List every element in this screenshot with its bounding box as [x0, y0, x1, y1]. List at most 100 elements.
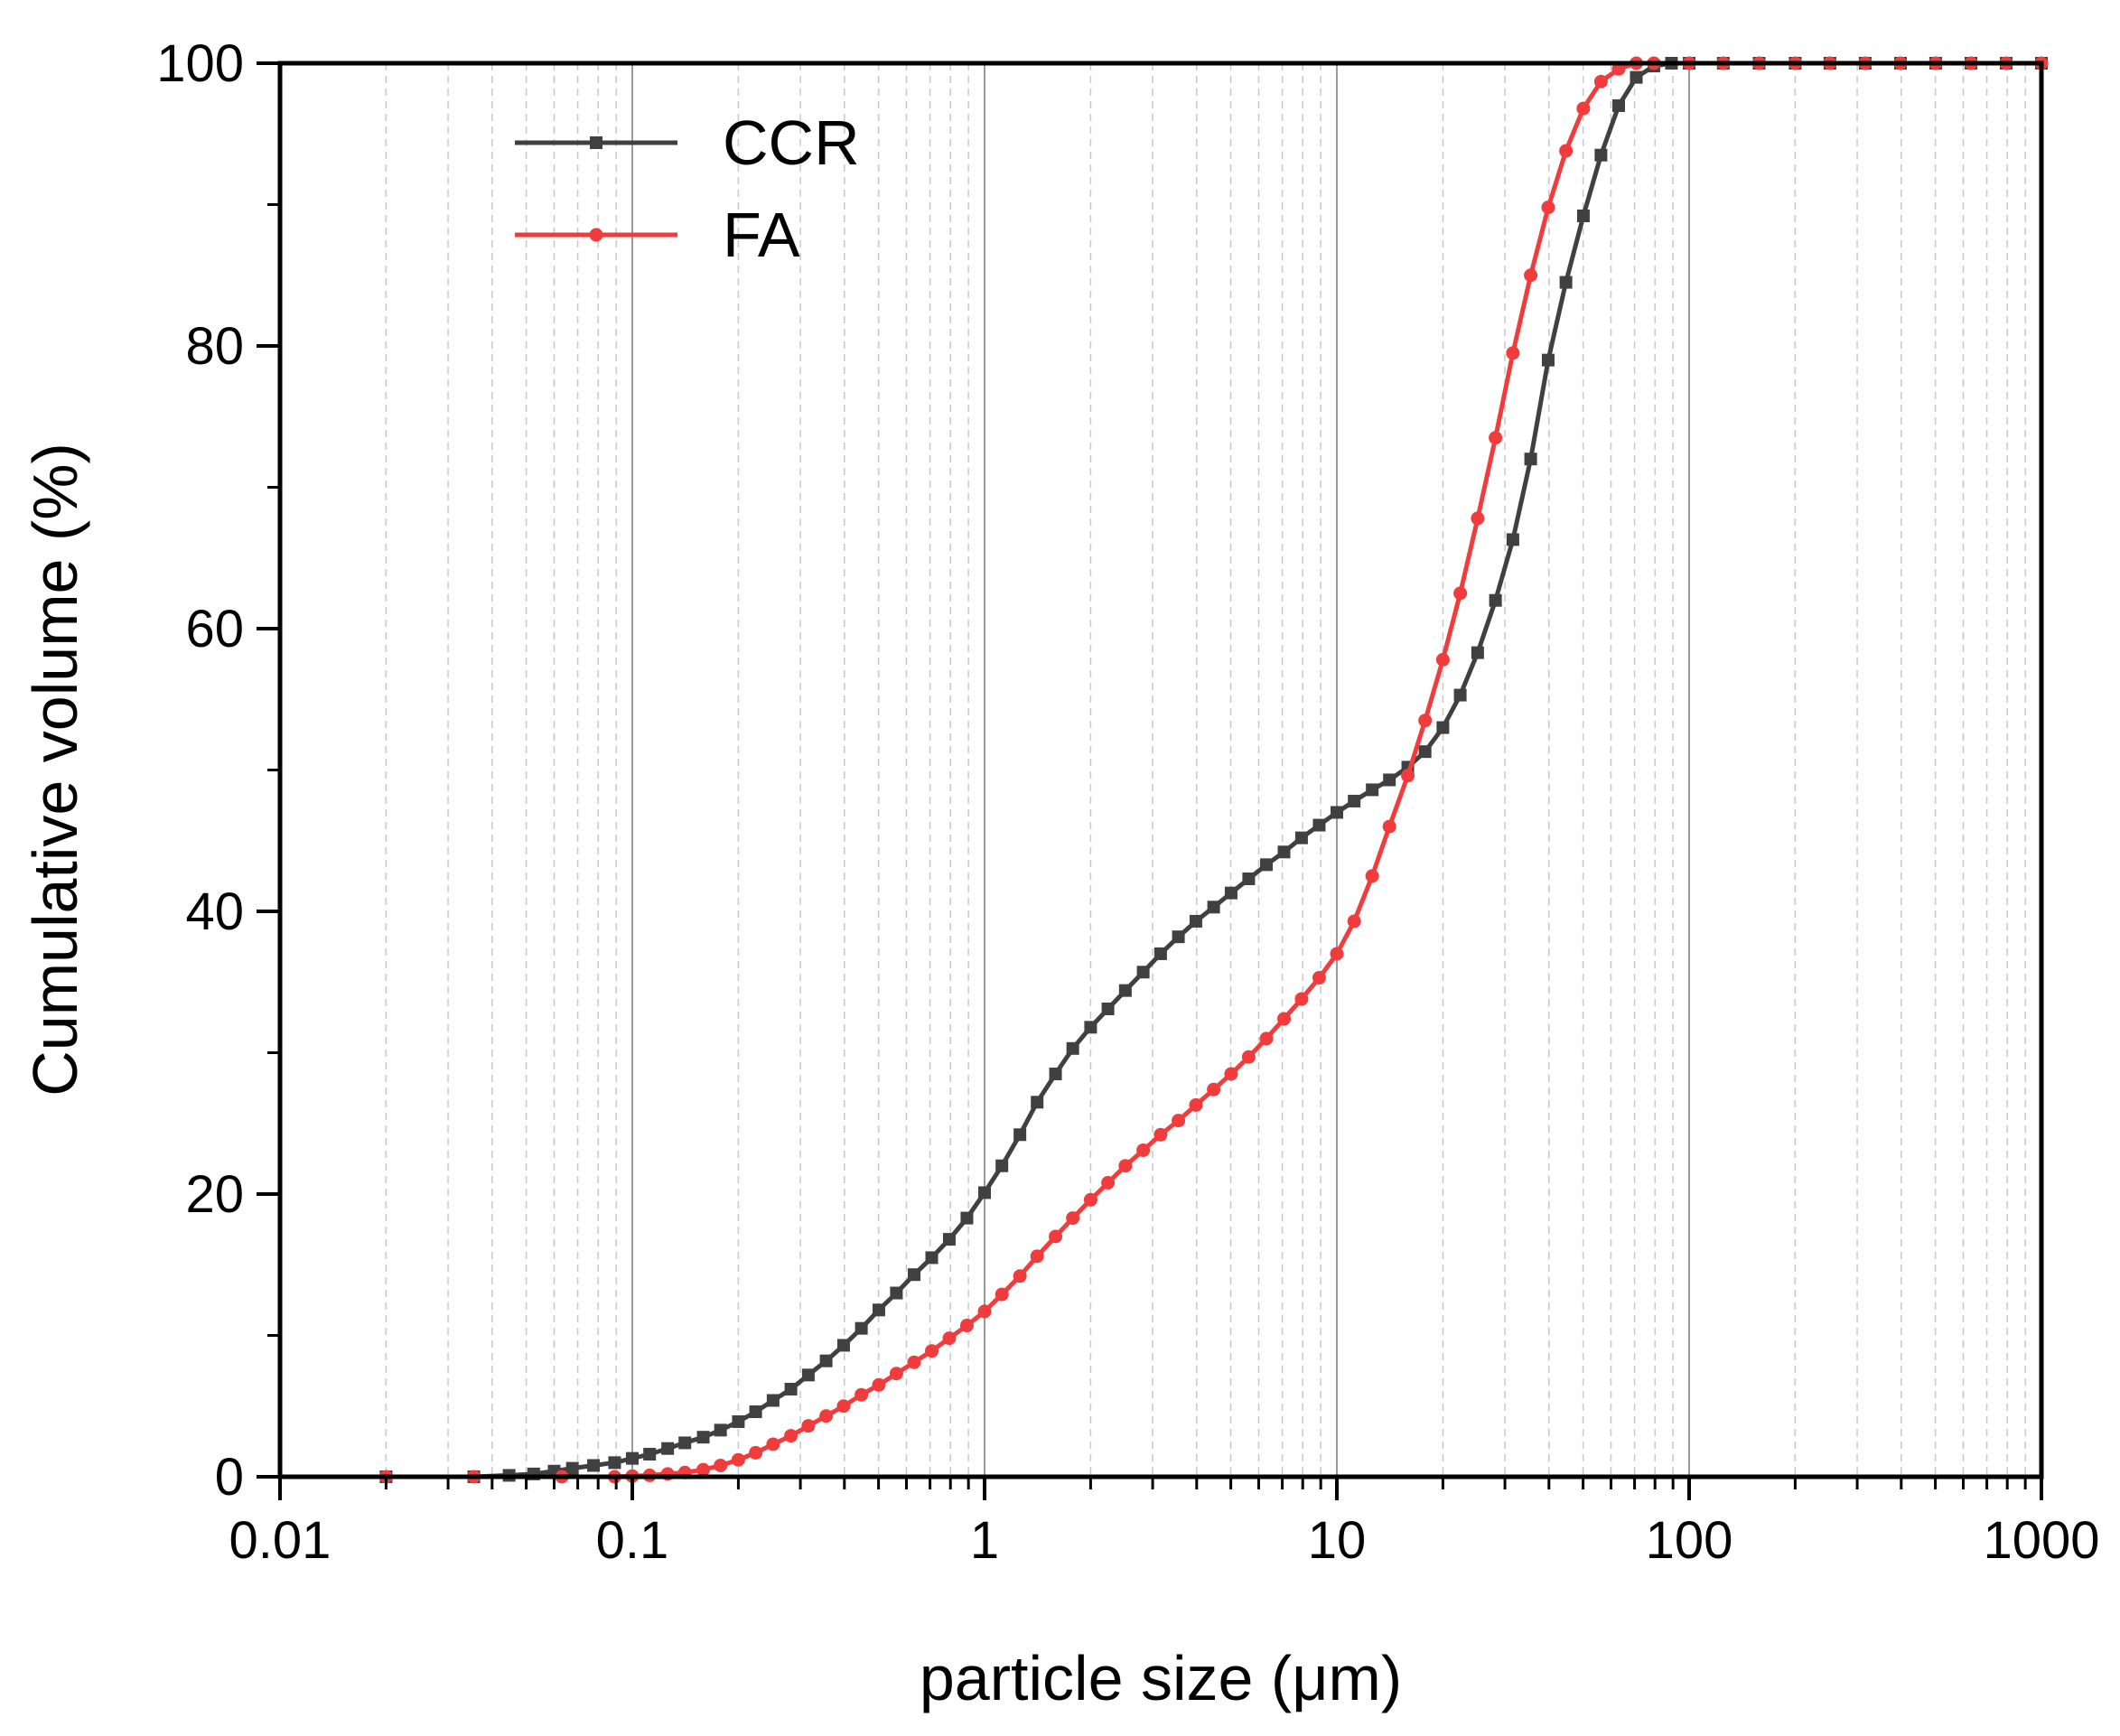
data-point-ccr	[643, 1447, 657, 1461]
data-point-fa	[1382, 819, 1396, 834]
data-point-fa	[1401, 769, 1415, 783]
data-point-ccr	[1576, 210, 1590, 223]
data-point-ccr	[565, 1461, 579, 1475]
data-point-ccr	[1524, 453, 1537, 466]
data-point-ccr	[626, 1451, 639, 1465]
data-point-fa	[1506, 346, 1520, 360]
data-point-ccr	[1383, 773, 1396, 787]
legend-marker-fa	[589, 228, 603, 242]
legend: CCR FA	[515, 107, 860, 270]
data-point-fa	[1101, 1175, 1116, 1190]
data-point-ccr	[587, 1459, 601, 1472]
data-point-ccr	[608, 1456, 621, 1470]
series-fa	[378, 56, 2049, 1484]
data-point-ccr	[978, 1186, 991, 1199]
data-point-fa	[1153, 1127, 1168, 1142]
x-tick-label: 1000	[1983, 1511, 2099, 1570]
data-point-ccr	[784, 1382, 798, 1395]
series-line-ccr	[386, 61, 2041, 1479]
x-tick-label: 1	[970, 1511, 999, 1570]
data-point-fa	[749, 1445, 763, 1460]
data-point-fa	[766, 1437, 780, 1451]
data-point-ccr	[766, 1394, 780, 1407]
data-point-fa	[1576, 101, 1591, 116]
data-point-fa	[1294, 992, 1309, 1006]
data-point-ccr	[1294, 831, 1308, 845]
data-point-ccr	[1612, 98, 1626, 112]
data-point-fa	[1066, 1211, 1080, 1226]
data-point-ccr	[1471, 646, 1484, 659]
legend-item-ccr: CCR	[515, 107, 860, 178]
data-point-fa	[907, 1355, 921, 1369]
data-point-ccr	[714, 1423, 727, 1437]
data-point-fa	[889, 1367, 903, 1381]
data-point-fa	[714, 1458, 728, 1472]
data-point-fa	[1489, 431, 1503, 445]
data-point-fa	[1347, 914, 1361, 929]
data-point-fa	[1013, 1269, 1027, 1283]
data-point-ccr	[1031, 1096, 1044, 1109]
data-point-ccr	[908, 1268, 921, 1282]
data-point-fa	[1277, 1012, 1292, 1026]
data-point-fa	[1453, 586, 1468, 601]
series-line-fa	[386, 61, 2041, 1479]
data-point-fa	[1172, 1114, 1186, 1128]
data-point-ccr	[1541, 353, 1555, 367]
data-point-fa	[1189, 1097, 1203, 1112]
data-point-ccr	[1559, 275, 1573, 289]
data-point-fa	[1083, 1192, 1097, 1207]
data-point-ccr	[1224, 886, 1237, 900]
data-point-ccr	[1136, 966, 1150, 979]
data-point-ccr	[995, 1159, 1009, 1172]
data-point-fa	[1136, 1143, 1151, 1157]
data-point-ccr	[1101, 1002, 1115, 1015]
y-tick-label: 80	[185, 317, 244, 376]
grid-lines	[385, 63, 2026, 1477]
data-point-ccr	[1489, 593, 1502, 607]
y-tick-label: 0	[215, 1448, 244, 1507]
data-point-ccr	[1331, 806, 1343, 819]
data-point-fa	[1330, 947, 1344, 961]
y-tick-label: 60	[185, 600, 244, 658]
data-point-ccr	[872, 1303, 885, 1317]
data-point-ccr	[1118, 984, 1132, 997]
data-point-ccr	[661, 1442, 675, 1455]
data-point-ccr	[942, 1233, 956, 1246]
data-point-ccr	[1153, 947, 1167, 960]
data-point-ccr	[1189, 914, 1202, 928]
data-point-fa	[731, 1452, 745, 1467]
data-point-fa	[836, 1399, 851, 1414]
data-point-fa	[1559, 144, 1574, 158]
data-point-ccr	[1013, 1128, 1027, 1142]
data-point-fa	[1224, 1067, 1238, 1081]
data-point-ccr	[1366, 783, 1379, 797]
data-point-fa	[925, 1344, 939, 1358]
data-point-fa	[872, 1377, 886, 1392]
data-point-ccr	[678, 1436, 692, 1450]
data-point-fa	[1435, 652, 1450, 667]
y-tick-label: 20	[185, 1165, 244, 1224]
data-point-fa	[1418, 714, 1433, 728]
data-point-fa	[1312, 971, 1326, 985]
data-point-fa	[959, 1319, 974, 1333]
data-point-ccr	[1453, 688, 1467, 702]
data-point-ccr	[1242, 873, 1256, 886]
data-point-fa	[1118, 1159, 1133, 1173]
data-point-ccr	[890, 1286, 903, 1300]
data-point-fa	[696, 1462, 711, 1477]
legend-item-fa: FA	[515, 200, 800, 270]
data-point-ccr	[696, 1431, 710, 1444]
x-tick-label: 0.1	[596, 1511, 669, 1570]
data-point-ccr	[1630, 70, 1643, 84]
legend-label-ccr: CCR	[723, 107, 860, 178]
data-point-fa	[1541, 201, 1555, 215]
data-point-fa	[1524, 268, 1538, 283]
data-point-ccr	[732, 1414, 745, 1428]
data-point-fa	[1593, 74, 1608, 89]
data-point-fa	[1471, 511, 1485, 526]
y-tick-label: 40	[185, 882, 244, 941]
x-tick-label: 0.01	[229, 1511, 332, 1570]
data-point-ccr	[925, 1251, 939, 1265]
y-axis-title: Cumulative volume (%)	[20, 443, 90, 1097]
data-point-fa	[977, 1304, 992, 1319]
